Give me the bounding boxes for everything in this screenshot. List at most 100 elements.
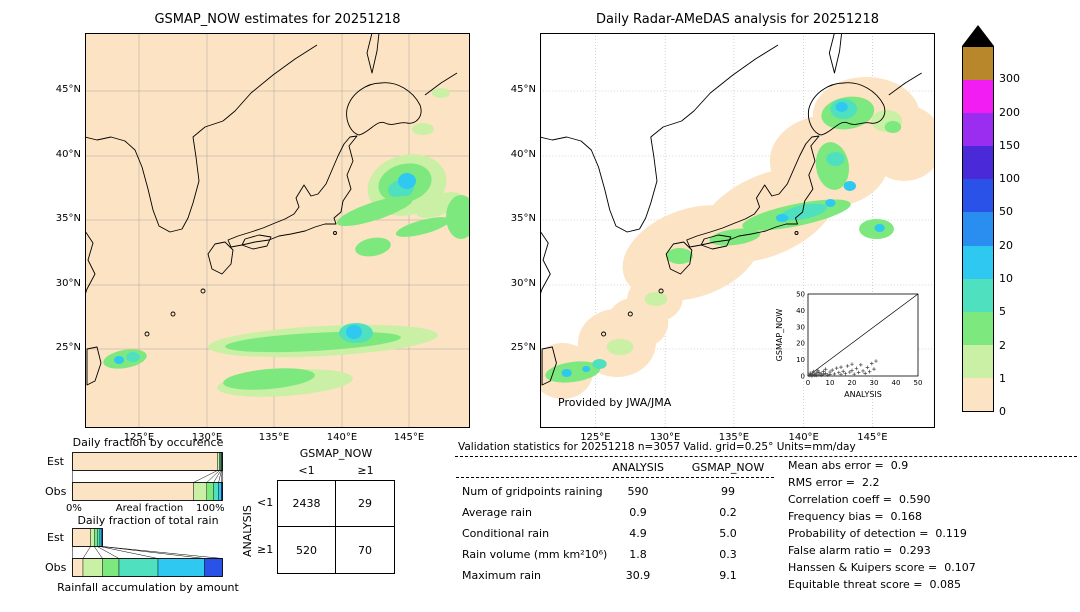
fraction-segment (72, 528, 91, 547)
validation-gsmap-value: 0.3 (719, 548, 737, 561)
scatter-point (823, 371, 828, 376)
stat-value: 0.168 (890, 510, 923, 523)
stat-value: 0.590 (899, 493, 931, 506)
colorbar-tick-label: 50 (999, 205, 1013, 219)
rain-area (126, 352, 140, 362)
fraction-segment (72, 482, 194, 501)
contingency-cell-hit-none: 2438 (278, 481, 336, 527)
validation-gsmap-value: 9.1 (719, 569, 737, 582)
fraction-segment (213, 482, 219, 501)
validation-row-label: Conditional rain (462, 527, 550, 540)
scatter-point (828, 372, 832, 377)
scatter-point (861, 369, 865, 373)
colorbar (962, 46, 994, 412)
scatter-point (821, 372, 826, 377)
contingency-col-label-ge1: ≥1 (357, 464, 374, 477)
scatter-point (841, 369, 845, 374)
validation-analysis-value: 590 (627, 485, 649, 498)
colorbar-tick-label: 0 (999, 405, 1006, 418)
colorbar-tick-label: 200 (999, 105, 1020, 119)
scatter-point (811, 369, 816, 374)
fraction-segment (72, 558, 84, 577)
right-map-title: Daily Radar-AMeDAS analysis for 20251218 (596, 12, 879, 27)
occurrence-est-label: Est (47, 455, 64, 468)
fraction-segment (206, 482, 214, 501)
validation-row: Num of gridpoints raining 590 99 (462, 485, 792, 498)
inset-y-tick: 20 (796, 340, 805, 348)
rain-area (835, 102, 848, 112)
colorbar-segment (963, 344, 993, 378)
fan-line (101, 546, 205, 559)
contingency-table: 2438 29 520 70 (277, 480, 395, 574)
lat-tick-label: 45°N (55, 84, 81, 95)
rain-area (114, 356, 124, 364)
stat-value: 0.9 (890, 459, 909, 472)
colorbar-labels: 300 200 150 100 50 20 10 5 2 1 0 (999, 0, 1039, 612)
left-map-frame (85, 33, 470, 428)
stat-value: 0.119 (935, 527, 967, 540)
fan-line (99, 546, 159, 559)
occurrence-x-max-label: 100% (196, 503, 225, 514)
colorbar-segment (963, 311, 993, 345)
colorbar-segment (963, 212, 993, 246)
lat-tick-label: 25°N (55, 342, 81, 353)
totalrain-title: Daily fraction of total rain (77, 514, 219, 527)
scatter-point (834, 366, 839, 370)
colorbar-segment (963, 113, 993, 147)
stat-value: 0.085 (929, 578, 961, 591)
lon-tick-label: 145°E (857, 432, 888, 443)
stat-line: Correlation coeff = 0.590 (788, 493, 931, 506)
validation-analysis-value: 1.8 (629, 548, 647, 561)
scatter-point (839, 372, 843, 377)
fraction-segment (102, 558, 120, 577)
colorbar-tick-label: 2 (999, 338, 1006, 352)
validation-analysis-value: 30.9 (625, 569, 651, 582)
occurrence-xlabel: Areal fraction (115, 503, 184, 514)
lon-tick-label: 140°E (326, 432, 358, 443)
fan-line (94, 546, 103, 559)
scatter-point (819, 373, 823, 378)
scatter-point (830, 368, 834, 372)
fraction-segment (82, 558, 103, 577)
scatter-point (817, 370, 821, 375)
fan-line (193, 470, 218, 483)
colorbar-tick-label: 1 (999, 371, 1006, 385)
colorbar-tick-label: 5 (999, 305, 1006, 319)
inset-x-tick: 30 (870, 379, 879, 387)
scatter-point (832, 372, 837, 376)
left-map-rain (103, 88, 470, 397)
fraction-segment (99, 528, 102, 547)
colorbar-segment (963, 278, 993, 312)
colorbar-segment (963, 179, 993, 213)
rain-area (398, 173, 416, 189)
lon-tick-label: 145°E (393, 432, 425, 443)
stat-line: False alarm ratio = 0.293 (788, 544, 931, 557)
fan-line (221, 470, 223, 483)
left-map (85, 33, 470, 428)
colorbar-overflow-arrow-icon (962, 25, 994, 46)
rain-area (336, 195, 414, 227)
colorbar-tick-label: 100 (999, 172, 1020, 186)
rain-area (780, 203, 827, 221)
contingency-col-label-lt1: <1 (298, 464, 315, 477)
stat-label: Hanssen & Kuipers score = (788, 561, 938, 574)
rain-area (223, 368, 315, 390)
rain-area (666, 248, 693, 264)
inset-tick-labels: 0 10 20 30 40 50 0 10 20 30 40 50 (796, 291, 922, 388)
inset-xlabel: ANALYSIS (844, 390, 882, 399)
rain-area (874, 224, 885, 232)
validation-row: Maximum rain 30.9 9.1 (462, 569, 792, 582)
fan-line (218, 470, 222, 483)
scatter-point (848, 370, 852, 374)
validation-row: Rain volume (mm km²10⁶) 1.8 0.3 (462, 548, 792, 561)
fraction-segment (218, 482, 222, 501)
totalrain-xlabel: Rainfall accumulation by amount (57, 581, 239, 594)
validation-row-label: Rain volume (mm km²10⁶) (462, 548, 608, 561)
inset-y-tick: 30 (796, 323, 805, 331)
validation-col-header-gsmap: GSMAP_NOW (691, 461, 765, 474)
inset-x-tick: 10 (826, 379, 835, 387)
scatter-inset: 0 10 20 30 40 50 0 10 20 30 40 50 GSMAP_NOW ANALYSI… (775, 291, 922, 400)
scatter-point (845, 364, 850, 368)
rain-area (446, 195, 470, 239)
